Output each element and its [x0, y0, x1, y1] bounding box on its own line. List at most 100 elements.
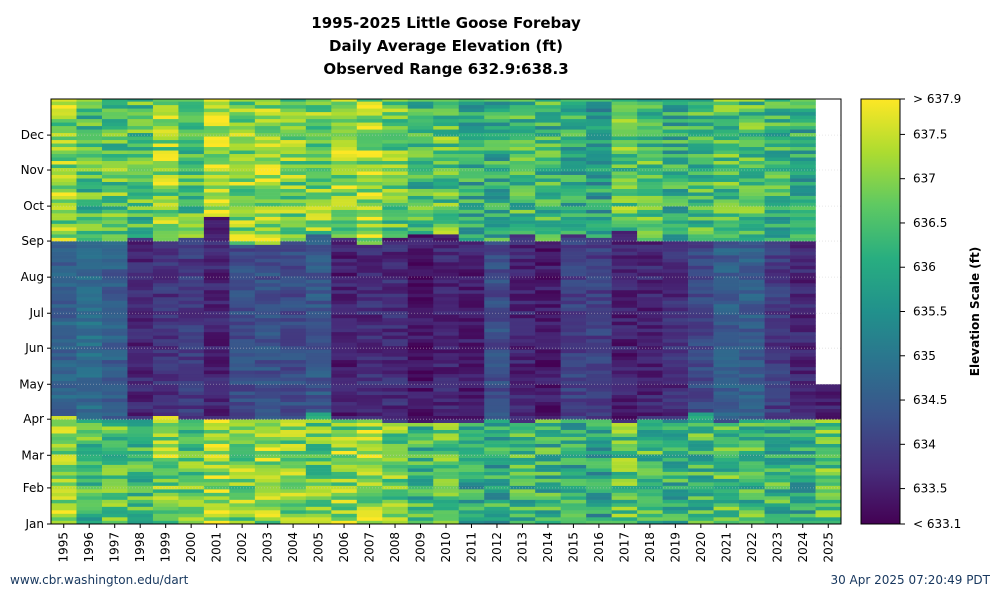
heatmap-cell	[713, 517, 740, 521]
heatmap-cell	[127, 314, 154, 319]
heatmap-cell	[254, 174, 281, 179]
heatmap-cell	[51, 195, 77, 200]
heatmap-cell	[458, 412, 485, 417]
heatmap-cell	[152, 373, 179, 378]
heatmap-cell	[611, 433, 638, 437]
heatmap-cell	[637, 275, 663, 280]
heatmap-cell	[535, 377, 561, 382]
heatmap-cell	[203, 377, 230, 382]
heatmap-cell	[611, 314, 638, 319]
heatmap-cell	[535, 492, 561, 497]
heatmap-cell	[535, 195, 561, 200]
heatmap-cell	[254, 352, 281, 357]
heatmap-cell	[229, 115, 256, 120]
heatmap-cell	[203, 380, 230, 385]
heatmap-cell	[764, 345, 791, 350]
heatmap-cell	[101, 429, 128, 434]
heatmap-cell	[484, 303, 511, 308]
heatmap-cell	[305, 206, 332, 210]
heatmap-cell	[51, 188, 77, 193]
heatmap-cell	[51, 398, 77, 403]
heatmap-cell	[484, 384, 511, 389]
heatmap-cell	[254, 213, 281, 217]
heatmap-cell	[254, 164, 281, 168]
heatmap-cell	[331, 227, 358, 231]
heatmap-cell	[484, 464, 511, 469]
heatmap-cell	[254, 405, 281, 410]
heatmap-cell	[382, 471, 409, 476]
heatmap-cell	[229, 111, 256, 116]
heatmap-cell	[305, 429, 332, 434]
heatmap-cell	[611, 251, 638, 256]
heatmap-cell	[662, 104, 689, 109]
heatmap-cell	[203, 328, 230, 333]
heatmap-cell	[815, 419, 842, 423]
heatmap-cell	[535, 352, 561, 357]
heatmap-cell	[764, 401, 791, 406]
heatmap-cell	[458, 405, 485, 410]
heatmap-cell	[458, 111, 485, 116]
heatmap-cell	[560, 338, 587, 343]
heatmap-cell	[331, 136, 358, 141]
heatmap-cell	[535, 436, 561, 441]
heatmap-cell	[51, 296, 77, 301]
heatmap-cell	[51, 499, 77, 504]
heatmap-cell	[382, 517, 409, 521]
heatmap-cell	[101, 419, 128, 423]
heatmap-cell	[790, 443, 816, 448]
heatmap-cell	[713, 178, 740, 182]
heatmap-cell	[586, 150, 612, 155]
heatmap-cell	[637, 391, 663, 396]
heatmap-cell	[739, 503, 765, 507]
heatmap-cell	[101, 401, 128, 406]
heatmap-cell	[76, 296, 103, 301]
heatmap-cell	[458, 520, 485, 525]
heatmap-cell	[229, 303, 256, 308]
heatmap-cell	[178, 195, 205, 200]
heatmap-cell	[433, 468, 460, 472]
heatmap-cell	[611, 234, 638, 238]
heatmap-cell	[637, 171, 663, 175]
heatmap-cell	[713, 366, 740, 371]
heatmap-cell	[254, 129, 281, 134]
heatmap-cell	[484, 307, 511, 312]
heatmap-cell	[509, 377, 536, 382]
x-tick-label: 2006	[337, 532, 351, 563]
heatmap-cell	[280, 359, 307, 364]
heatmap-cell	[509, 314, 536, 319]
heatmap-cell	[331, 307, 358, 312]
heatmap-cell	[662, 150, 689, 155]
heatmap-cell	[127, 164, 154, 168]
heatmap-cell	[382, 401, 409, 406]
heatmap-cell	[535, 146, 561, 151]
heatmap-cell	[458, 366, 485, 371]
heatmap-cell	[713, 394, 740, 399]
heatmap-cell	[407, 496, 434, 500]
heatmap-cell	[790, 485, 816, 490]
heatmap-cell	[229, 405, 256, 410]
heatmap-cell	[331, 216, 358, 221]
heatmap-cell	[611, 401, 638, 406]
heatmap-cell	[739, 429, 765, 434]
heatmap-cell	[101, 216, 128, 221]
heatmap-cell	[535, 241, 561, 245]
heatmap-cell	[509, 139, 536, 144]
heatmap-cell	[407, 234, 434, 238]
heatmap-cell	[586, 251, 612, 256]
heatmap-cell	[203, 492, 230, 497]
heatmap-cell	[229, 251, 256, 256]
heatmap-cell	[356, 150, 383, 155]
heatmap-cell	[101, 129, 128, 134]
heatmap-cell	[280, 251, 307, 256]
heatmap-cell	[484, 286, 511, 291]
heatmap-cell	[713, 234, 740, 238]
heatmap-cell	[713, 331, 740, 336]
heatmap-cell	[254, 489, 281, 493]
heatmap-cell	[254, 513, 281, 518]
heatmap-cell	[433, 517, 460, 521]
heatmap-cell	[815, 436, 842, 441]
heatmap-cell	[280, 282, 307, 287]
heatmap-cell	[713, 520, 740, 525]
heatmap-cell	[688, 129, 714, 134]
heatmap-cell	[331, 317, 358, 322]
